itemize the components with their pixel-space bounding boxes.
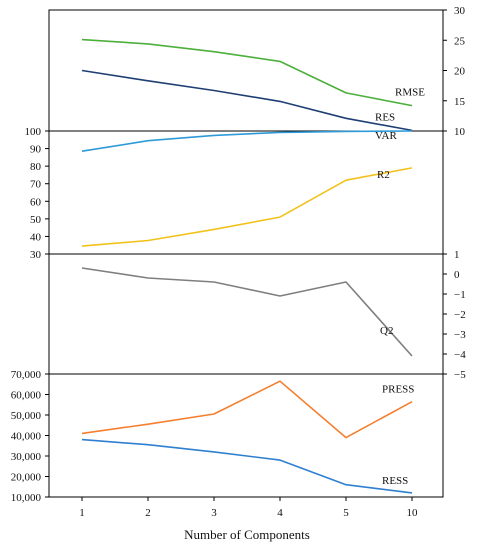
x-tick-label: 2 <box>145 507 151 519</box>
x-tick-label: 10 <box>407 507 419 519</box>
x-tick-label: 1 <box>79 507 85 519</box>
y-tick-label: 10,000 <box>11 492 42 504</box>
y-tick-label: 50 <box>30 214 42 226</box>
y-tick-label: 20 <box>454 66 466 78</box>
x-axis-label: Number of Components <box>184 527 310 542</box>
panel-press-ress: 10,000 20,000 30,000 40,000 50,000 60,000 70,0… <box>11 369 444 504</box>
series-label-press: PRESS <box>382 384 414 396</box>
y-tick-label: 30,000 <box>11 451 42 463</box>
y-tick-label: 90 <box>30 144 42 156</box>
series-line-ress <box>81 438 413 494</box>
y-tick-label: 15 <box>454 96 466 108</box>
x-tick-label: 3 <box>211 507 217 519</box>
y-tick-label: −5 <box>454 369 466 381</box>
series-label-rmse: RMSE <box>395 87 425 99</box>
series-line-var <box>81 130 413 152</box>
y-tick-label: 40,000 <box>11 431 42 443</box>
y-tick-label: 60,000 <box>11 390 42 402</box>
series-label-q2: Q2 <box>380 325 393 337</box>
y-tick-label: −3 <box>454 329 466 341</box>
y-tick-label: 30 <box>30 249 42 261</box>
series-line-press <box>81 380 413 439</box>
y-tick-label: 20,000 <box>11 472 42 484</box>
series-label-res: RES <box>375 111 395 123</box>
y-tick-label: −4 <box>454 349 466 361</box>
series-line-res <box>81 69 413 132</box>
y-tick-label: 70,000 <box>11 369 42 381</box>
series-line-q2 <box>81 267 413 357</box>
y-tick-label: 25 <box>454 35 466 47</box>
y-tick-label: 40 <box>30 231 42 243</box>
series-label-ress: RESS <box>382 475 408 487</box>
y-tick-label: 100 <box>25 126 42 138</box>
series-line-rmse <box>81 38 413 107</box>
y-tick-label: 60 <box>30 196 42 208</box>
series-line-r2 <box>81 167 413 247</box>
y-tick-label: −2 <box>454 309 466 321</box>
y-tick-label: 70 <box>30 179 42 191</box>
series-label-var: VAR <box>375 130 397 142</box>
y-tick-label: 0 <box>454 269 460 281</box>
x-tick-label: 5 <box>343 507 349 519</box>
y-tick-label: 80 <box>30 161 42 173</box>
series-label-r2: R2 <box>377 169 390 181</box>
y-tick-label: 30 <box>454 5 466 17</box>
panel-var-r2: 30 40 50 60 70 80 90 100 VAR R2 <box>25 126 444 261</box>
y-tick-label: −1 <box>454 289 466 301</box>
y-tick-label: 10 <box>454 126 466 138</box>
y-tick-label: 50,000 <box>11 410 42 422</box>
panel-q2: 1 0 −1 −2 −3 −4 −5 Q2 <box>48 249 466 381</box>
x-tick-label: 4 <box>277 507 283 519</box>
panel-frame <box>48 130 444 255</box>
y-tick-label: 1 <box>454 249 460 261</box>
